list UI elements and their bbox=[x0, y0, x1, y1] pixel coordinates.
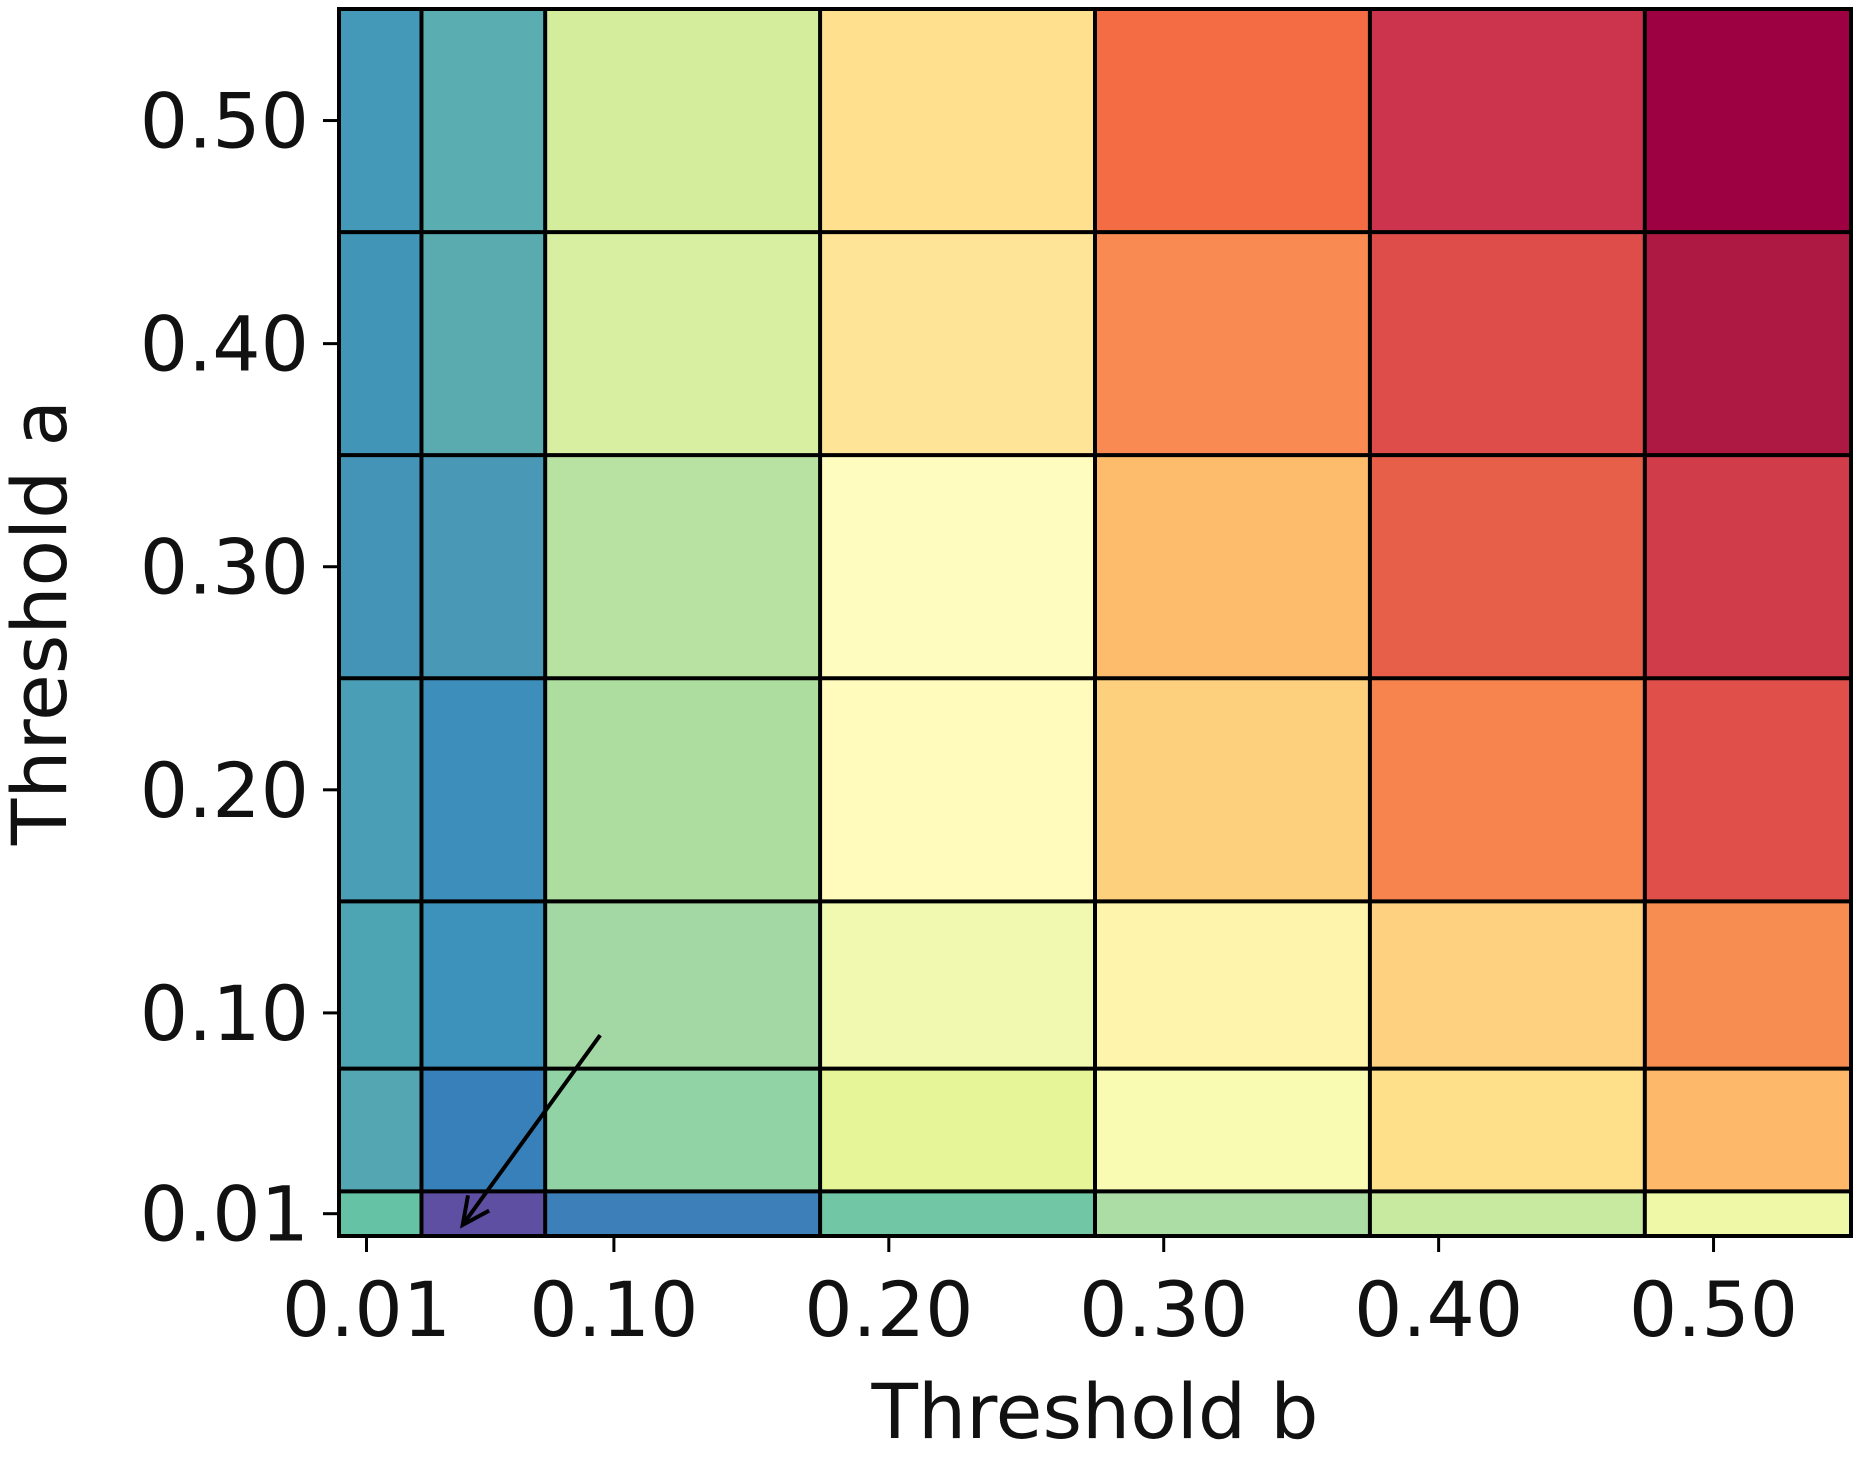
heatmap-cell bbox=[545, 678, 821, 902]
heatmap-cell bbox=[1095, 1191, 1370, 1236]
heatmap-cell bbox=[1644, 1191, 1851, 1236]
heatmap-cell bbox=[1644, 9, 1851, 233]
heatmap-cell bbox=[339, 9, 422, 233]
x-tick-label: 0.50 bbox=[1629, 1265, 1798, 1354]
x-tick-label: 0.01 bbox=[282, 1265, 451, 1354]
plot-frame bbox=[337, 7, 1853, 1238]
heatmap-cell bbox=[1369, 9, 1645, 233]
heatmap-cell bbox=[1095, 1068, 1370, 1192]
heatmap-cell bbox=[1644, 455, 1851, 679]
heatmap-cell bbox=[820, 678, 1095, 902]
heatmap-cell bbox=[1095, 901, 1370, 1069]
heatmap-cell bbox=[545, 455, 821, 679]
annotation-arrow-head bbox=[460, 1194, 491, 1229]
heatmap-cell bbox=[421, 232, 546, 456]
heatmap-cell bbox=[1369, 678, 1645, 902]
x-tick-label: 0.10 bbox=[529, 1265, 698, 1354]
annotation-arrow bbox=[460, 1034, 602, 1229]
heatmap-cell bbox=[1095, 9, 1370, 233]
x-axis: 0.01 0.10 0.20 0.30 0.40 0.50 bbox=[282, 1236, 1798, 1354]
heatmap-cell bbox=[820, 232, 1095, 456]
heatmap-cell bbox=[339, 901, 422, 1069]
heatmap-cell bbox=[820, 9, 1095, 233]
heatmap-cell bbox=[339, 232, 422, 456]
y-tick-label: 0.30 bbox=[140, 523, 309, 612]
heatmap-cell bbox=[820, 1068, 1095, 1192]
heatmap-cell bbox=[545, 901, 821, 1069]
heatmap-cell bbox=[1644, 678, 1851, 902]
heatmap-cell bbox=[339, 1191, 422, 1236]
heatmap-cell bbox=[545, 232, 821, 456]
heatmap-cells bbox=[339, 9, 1851, 1236]
y-axis-label: Threshold a bbox=[0, 400, 84, 846]
y-tick-label: 0.40 bbox=[140, 300, 309, 389]
heatmap-cell bbox=[421, 455, 546, 679]
y-tick-label: 0.20 bbox=[140, 746, 309, 835]
y-tick-label: 0.10 bbox=[140, 969, 309, 1058]
heatmap-cell bbox=[421, 678, 546, 902]
x-tick-label: 0.40 bbox=[1354, 1265, 1523, 1354]
annotation-arrow-shaft bbox=[461, 1034, 602, 1227]
heatmap-cell bbox=[545, 9, 821, 233]
heatmap-cell bbox=[1095, 455, 1370, 679]
heatmap-cell bbox=[421, 1068, 546, 1192]
heatmap-cell bbox=[339, 455, 422, 679]
heatmap-gridlines bbox=[339, 9, 1851, 1236]
heatmap-cell bbox=[545, 1068, 821, 1192]
heatmap-cell bbox=[1095, 678, 1370, 902]
heatmap-cell bbox=[1369, 1191, 1645, 1236]
heatmap-cell bbox=[545, 1191, 821, 1236]
heatmap-cell bbox=[820, 901, 1095, 1069]
y-axis: 0.01 0.10 0.20 0.30 0.40 0.50 bbox=[140, 77, 339, 1259]
heatmap-cell bbox=[1095, 232, 1370, 456]
heatmap-cell bbox=[1369, 901, 1645, 1069]
heatmap-cell bbox=[1644, 232, 1851, 456]
y-tick-label: 0.01 bbox=[140, 1170, 309, 1259]
heatmap-cell bbox=[1369, 1068, 1645, 1192]
heatmap-cell bbox=[421, 901, 546, 1069]
heatmap-cell bbox=[1369, 455, 1645, 679]
heatmap-cell bbox=[1369, 232, 1645, 456]
heatmap-cell bbox=[421, 9, 546, 233]
x-tick-label: 0.20 bbox=[804, 1265, 973, 1354]
heatmap-cell bbox=[1644, 901, 1851, 1069]
heatmap-cell bbox=[1644, 1068, 1851, 1192]
x-axis-label: Threshold b bbox=[871, 1367, 1319, 1456]
heatmap-cell bbox=[339, 678, 422, 902]
heatmap-cell bbox=[820, 1191, 1095, 1236]
x-tick-label: 0.30 bbox=[1079, 1265, 1248, 1354]
heatmap-cell bbox=[820, 455, 1095, 679]
y-tick-label: 0.50 bbox=[140, 77, 309, 166]
heatmap-cell bbox=[339, 1068, 422, 1192]
